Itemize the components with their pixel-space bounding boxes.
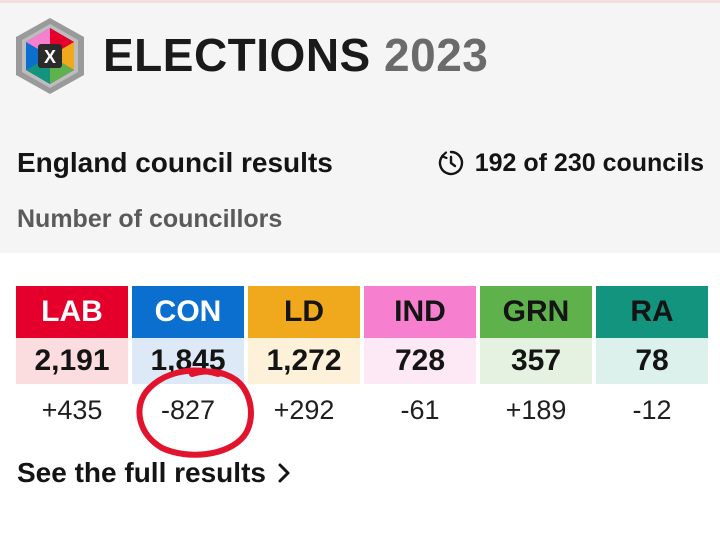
party-column-ra[interactable]: RA 78 -12: [596, 286, 708, 436]
section-title: England council results: [17, 147, 333, 178]
party-name: CON: [132, 286, 244, 338]
party-column-lab[interactable]: LAB 2,191 +435: [16, 286, 128, 436]
party-seats: 78: [596, 338, 708, 384]
header-area: [0, 3, 720, 253]
party-seats: 2,191: [16, 338, 128, 384]
brand-title[interactable]: ELECTIONS 2023: [103, 30, 488, 80]
party-name: IND: [364, 286, 476, 338]
party-seats: 1,272: [248, 338, 360, 384]
party-name: GRN: [480, 286, 592, 338]
party-change: +435: [41, 394, 103, 425]
party-results-grid: LAB 2,191 +435 CON 1,845 -827 LD 1,272 +…: [16, 286, 708, 436]
party-seats: 1,845: [132, 338, 244, 384]
party-seats: 728: [364, 338, 476, 384]
party-change: -61: [400, 394, 440, 425]
clock-progress-icon: [438, 150, 463, 176]
chevron-right-icon: [278, 463, 290, 483]
progress-indicator: 192 of 230 councils: [437, 146, 704, 180]
results-subtitle: Number of councillors: [17, 205, 283, 233]
party-column-grn[interactable]: GRN 357 +189: [480, 286, 592, 436]
brand-word: ELECTIONS: [103, 29, 371, 81]
brand-year: 2023: [384, 29, 489, 81]
party-name: LAB: [16, 286, 128, 338]
party-name: LD: [248, 286, 360, 338]
party-column-ld[interactable]: LD 1,272 +292: [248, 286, 360, 436]
party-change: -12: [632, 394, 672, 425]
party-change: -827: [160, 394, 216, 425]
top-strip: [0, 0, 720, 3]
see-full-results-label: See the full results: [17, 457, 266, 488]
party-column-ind[interactable]: IND 728 -61: [364, 286, 476, 436]
party-name: RA: [596, 286, 708, 338]
party-change: +292: [273, 394, 335, 425]
see-full-results-link[interactable]: See the full results: [17, 455, 292, 491]
party-column-con[interactable]: CON 1,845 -827: [132, 286, 244, 436]
progress-text: 192 of 230 councils: [474, 149, 704, 177]
party-seats: 357: [480, 338, 592, 384]
logo-letter: X: [44, 47, 56, 67]
elections-x-cube-icon[interactable]: X: [14, 16, 86, 96]
party-change: +189: [505, 394, 567, 425]
